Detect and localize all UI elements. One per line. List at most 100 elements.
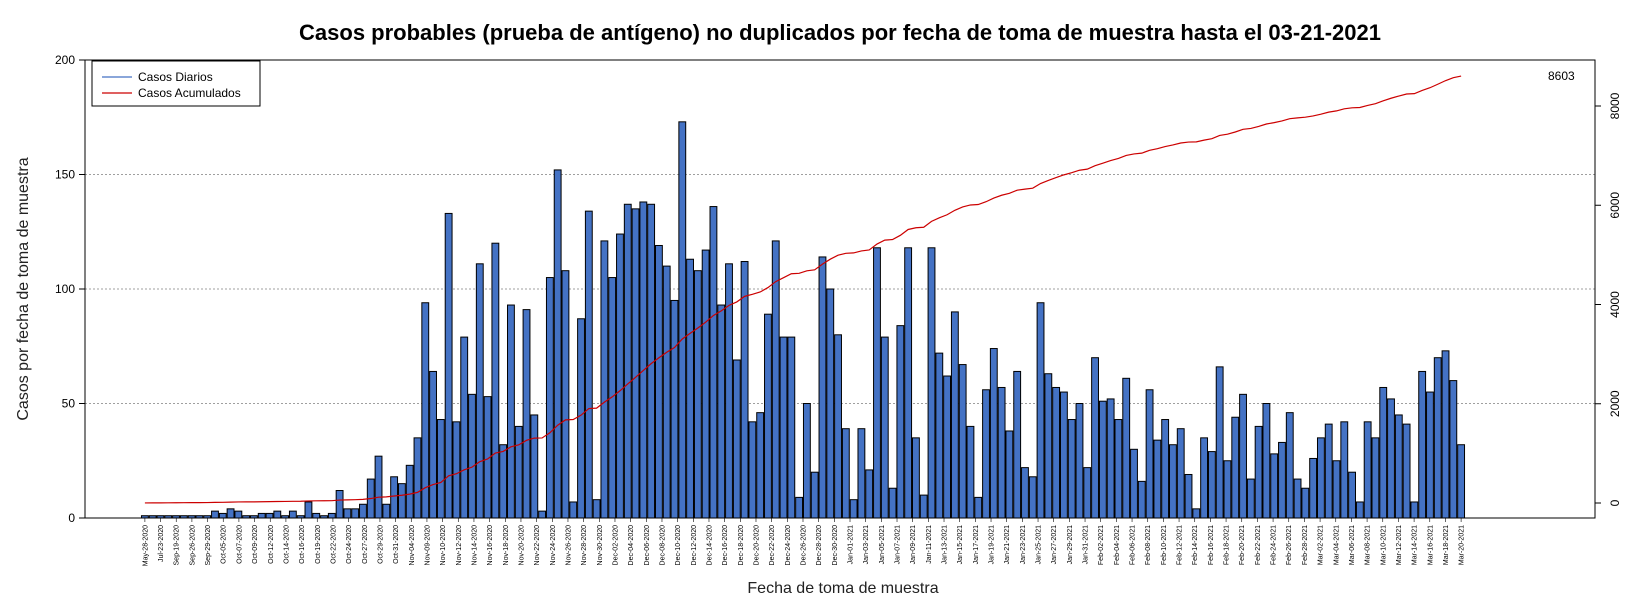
bar [756,412,765,519]
bar [1044,373,1053,519]
bar [834,334,842,519]
bar [623,203,632,519]
bar [1005,430,1014,519]
x-tick-label: Nov-22-2020 [534,525,541,566]
x-tick-label: Feb-08-2021 [1145,525,1152,565]
bar [1278,441,1286,519]
x-tick-label: Dec-26-2020 [801,525,808,566]
y2-tick-label: 0 [1608,499,1622,506]
bar [522,309,531,519]
x-tick-label: Nov-10-2020 [440,525,447,566]
y-tick-label: 0 [68,511,75,525]
x-tick-label: Sep-26-2020 [189,525,196,566]
y2-tick-label: 4000 [1608,291,1622,318]
x-tick-label: Sep-29-2020 [205,525,212,566]
x-tick-label: Oct-05-2020 [221,525,228,564]
bar [1098,400,1107,519]
bar [1293,478,1302,519]
x-tick-label: Nov-12-2020 [456,525,463,566]
x-tick-label: Nov-04-2020 [409,525,416,566]
bar [1324,423,1333,519]
x-tick-label: Nov-24-2020 [550,525,557,566]
bar [460,336,469,519]
bar [631,208,640,519]
bar [709,206,718,519]
x-tick-label: Jan-13-2021 [942,525,949,564]
bar [1184,473,1193,519]
bar [1223,460,1232,519]
bar [1052,386,1061,519]
bar [919,494,928,519]
bar [1433,357,1442,519]
bar [678,121,687,519]
x-tick-label: Dec-14-2020 [706,525,713,566]
bar [561,270,570,519]
x-tick-label: Feb-06-2021 [1130,525,1137,565]
y-axis-left: 0 50 100 150 200 [55,53,85,525]
bar [1231,416,1240,519]
bar [475,263,484,519]
x-tick-label: Nov-20-2020 [518,525,525,566]
y-tick-label: 150 [55,168,75,182]
x-tick-label: Jan-27-2021 [1051,525,1058,564]
x-tick-label: Jan-31-2021 [1083,525,1090,564]
x-tick-label: Oct-22-2020 [330,525,337,564]
bar [1137,480,1146,519]
bar [1207,451,1216,519]
x-tick-label: Feb-16-2021 [1208,525,1215,565]
x-tick-label: Mar-20-2021 [1459,525,1466,565]
bar [1169,444,1177,519]
bar [351,508,360,519]
bar [1441,350,1450,519]
bar [600,240,609,519]
bar [218,512,227,519]
bar [569,501,578,519]
bar [1316,437,1325,519]
bar [405,464,414,519]
x-tick-label: Feb-12-2021 [1177,525,1184,565]
bar [1059,391,1068,519]
bar [1145,389,1154,519]
bar [771,240,780,519]
x-tick-label: Dec-22-2020 [769,525,776,566]
bar [288,510,297,519]
bar [1200,437,1209,519]
x-tick-label: Nov-16-2020 [487,525,494,566]
x-tick-label: Dec-16-2020 [722,525,729,566]
bar [989,348,998,519]
x-tick-label: Mar-08-2021 [1365,525,1372,565]
bar [491,242,500,519]
bar [444,212,453,519]
bar [904,247,913,519]
bar [873,247,881,519]
x-tick-label: Mar-14-2021 [1412,525,1419,565]
y-tick-label: 200 [55,53,75,67]
bar [390,476,399,519]
bar [265,512,274,519]
bar [257,512,266,519]
bar [748,421,757,519]
x-tick-label: Feb-02-2021 [1098,525,1105,565]
x-axis-label: Fecha de toma de muestra [747,580,938,597]
x-tick-label: Feb-10-2021 [1161,525,1168,565]
x-tick-label: Mar-02-2021 [1318,525,1325,565]
x-tick-label: Jan-21-2021 [1004,525,1011,564]
bar [577,318,585,519]
bar [538,510,547,519]
bar [1262,403,1271,519]
legend-label-cumulative: Casos Acumulados [138,86,241,100]
x-tick-label: Dec-18-2020 [738,525,745,566]
x-tick-label: Jan-07-2021 [895,525,902,564]
x-tick-label: Jan-01-2021 [848,525,855,564]
x-tick-label: Oct-24-2020 [346,525,353,564]
bar [1457,444,1466,519]
x-tick-label: Dec-08-2020 [659,525,666,566]
bar [1013,370,1022,519]
bar [1379,386,1388,519]
bar [608,277,617,519]
x-tick-label: Jan-05-2021 [879,525,886,564]
bar [1215,366,1224,519]
x-tick-label: Jan-19-2021 [989,525,996,564]
bar [1021,467,1029,519]
bar [1410,501,1419,519]
